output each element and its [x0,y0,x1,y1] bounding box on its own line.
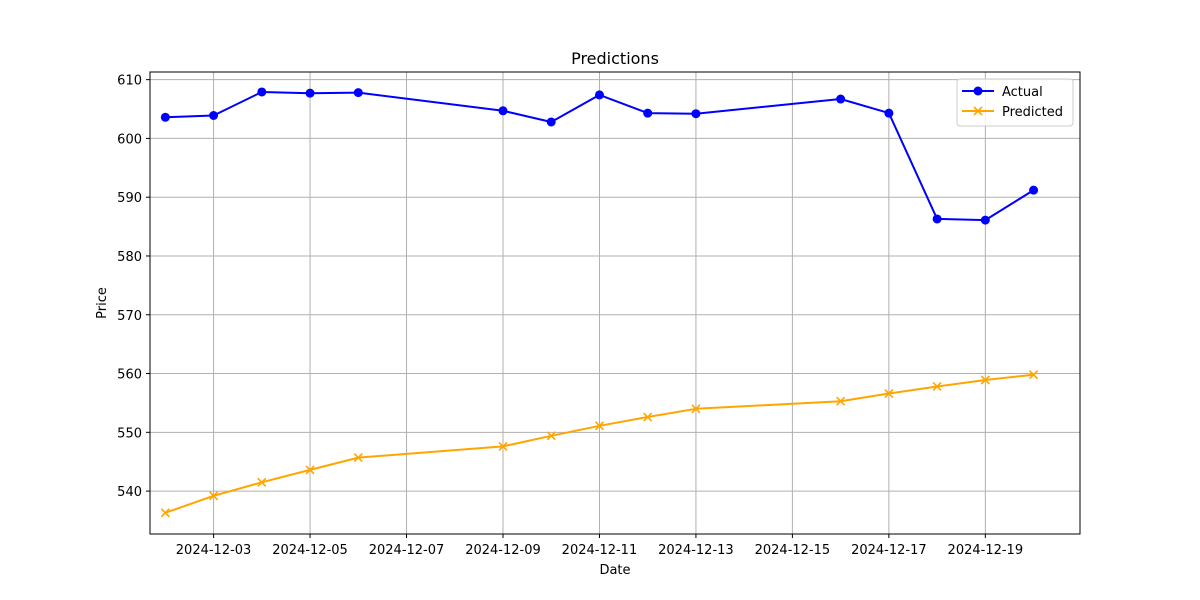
point-actual [546,117,556,127]
point-actual [353,88,363,98]
point-predicted [836,396,846,406]
x-tick-label: 2024-12-05 [272,543,348,558]
point-predicted [546,431,556,441]
point-actual [836,94,846,104]
y-tick-label: 590 [117,191,142,206]
point-actual [1029,185,1039,195]
point-predicted [932,381,942,392]
x-tick-label: 2024-12-19 [948,543,1024,558]
point-predicted [594,421,605,431]
x-tick-label: 2024-12-13 [658,543,734,558]
legend-actual-marker [973,86,983,96]
y-tick-label: 600 [117,132,142,147]
point-predicted [980,375,990,385]
point-actual [643,108,653,118]
y-tick-label: 540 [117,485,142,500]
x-axis-label: Date [599,563,630,578]
point-predicted [257,477,267,487]
legend: Actual Predicted [956,78,1074,127]
point-predicted [353,453,363,463]
chart-title: Predictions [571,49,659,68]
grid [150,72,1080,534]
point-actual [594,90,604,100]
y-axis-label: Price [95,287,110,319]
legend-predicted-label: Predicted [1002,105,1063,120]
x-tick-label: 2024-12-11 [562,543,638,558]
point-predicted [691,404,701,414]
point-actual [691,109,701,119]
point-actual [932,214,942,224]
x-tick-label: 2024-12-15 [755,543,831,558]
x-tick-label: 2024-12-07 [369,543,445,558]
x-tick-label: 2024-12-09 [465,543,541,558]
point-actual [209,110,219,120]
y-tick-label: 570 [117,309,142,324]
point-actual [980,215,990,225]
point-predicted [160,508,170,518]
x-tick-label: 2024-12-03 [176,543,252,558]
point-predicted [884,388,894,399]
point-actual [884,108,894,118]
point-actual [498,106,508,116]
x-tick-label: 2024-12-17 [851,543,927,558]
point-actual [160,112,170,122]
point-predicted [498,441,508,451]
y-tick-label: 560 [117,368,142,383]
point-predicted [305,465,315,475]
point-actual [305,88,315,98]
series-layer [160,87,1039,518]
legend-actual-label: Actual [1002,85,1043,100]
legend-predicted-marker [973,106,983,116]
y-axis: 540 550 560 570 580 590 600 610 [117,74,150,500]
y-tick-label: 610 [117,74,142,89]
x-axis: 2024-12-03 2024-12-05 2024-12-07 2024-12-09… [176,534,1023,558]
axes-frame [149,71,1081,535]
point-predicted [209,491,219,501]
point-actual [257,87,267,97]
point-predicted [1029,370,1039,380]
y-tick-label: 580 [117,250,142,265]
y-tick-label: 550 [117,426,142,441]
point-predicted [643,412,653,422]
